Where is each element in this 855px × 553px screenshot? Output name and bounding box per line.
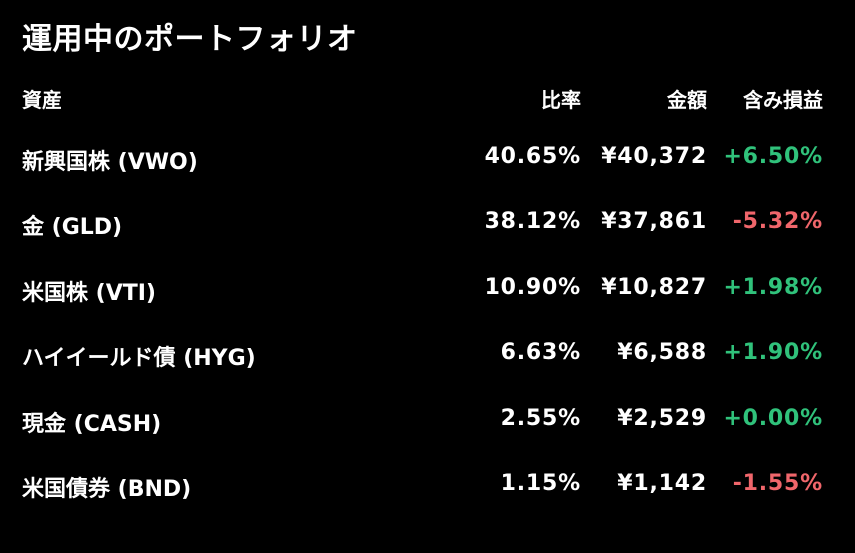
asset-unrealized-pl: +6.50% bbox=[723, 144, 823, 169]
header-asset: 資産 bbox=[22, 88, 62, 112]
header-ratio: 比率 bbox=[541, 88, 581, 112]
asset-ratio: 1.15% bbox=[500, 470, 581, 496]
page-title: 運用中のポートフォリオ bbox=[22, 22, 358, 57]
table-row[interactable]: 米国株 (VTI) 10.90% ¥10,827 +1.98% bbox=[0, 271, 855, 336]
asset-name: 米国株 (VTI) bbox=[22, 280, 156, 306]
table-row[interactable]: 現金 (CASH) 2.55% ¥2,529 +0.00% bbox=[0, 402, 855, 467]
header-amount: 金額 bbox=[667, 88, 707, 112]
asset-amount: ¥40,372 bbox=[601, 144, 707, 169]
asset-amount: ¥2,529 bbox=[617, 405, 707, 431]
asset-name: 金 (GLD) bbox=[22, 215, 123, 241]
asset-ratio: 40.65% bbox=[484, 144, 581, 169]
asset-name: ハイイールド債 (HYG) bbox=[22, 346, 256, 372]
asset-unrealized-pl: +1.98% bbox=[723, 274, 823, 300]
table-row[interactable]: 新興国株 (VWO) 40.65% ¥40,372 +6.50% bbox=[0, 140, 855, 205]
holdings-table: 新興国株 (VWO) 40.65% ¥40,372 +6.50% 金 (GLD)… bbox=[0, 140, 855, 532]
asset-amount: ¥37,861 bbox=[601, 209, 707, 235]
asset-ratio: 2.55% bbox=[500, 405, 581, 431]
asset-ratio: 6.63% bbox=[500, 340, 581, 366]
asset-unrealized-pl: +1.90% bbox=[723, 340, 823, 366]
asset-ratio: 10.90% bbox=[484, 274, 581, 300]
asset-ratio: 38.12% bbox=[484, 209, 581, 235]
header-unrealized-pl: 含み損益 bbox=[743, 88, 823, 112]
asset-amount: ¥1,142 bbox=[617, 470, 707, 496]
asset-name: 現金 (CASH) bbox=[22, 411, 162, 437]
table-header: 資産 比率 金額 含み損益 bbox=[0, 84, 855, 116]
asset-unrealized-pl: +0.00% bbox=[723, 405, 823, 431]
asset-name: 新興国株 (VWO) bbox=[22, 150, 198, 175]
table-row[interactable]: 米国債券 (BND) 1.15% ¥1,142 -1.55% bbox=[0, 467, 855, 532]
asset-amount: ¥10,827 bbox=[601, 274, 707, 300]
asset-name: 米国債券 (BND) bbox=[22, 476, 192, 502]
table-row[interactable]: ハイイールド債 (HYG) 6.63% ¥6,588 +1.90% bbox=[0, 336, 855, 401]
table-row[interactable]: 金 (GLD) 38.12% ¥37,861 -5.32% bbox=[0, 205, 855, 270]
asset-amount: ¥6,588 bbox=[617, 340, 707, 366]
asset-unrealized-pl: -1.55% bbox=[732, 470, 823, 496]
asset-unrealized-pl: -5.32% bbox=[732, 209, 823, 235]
